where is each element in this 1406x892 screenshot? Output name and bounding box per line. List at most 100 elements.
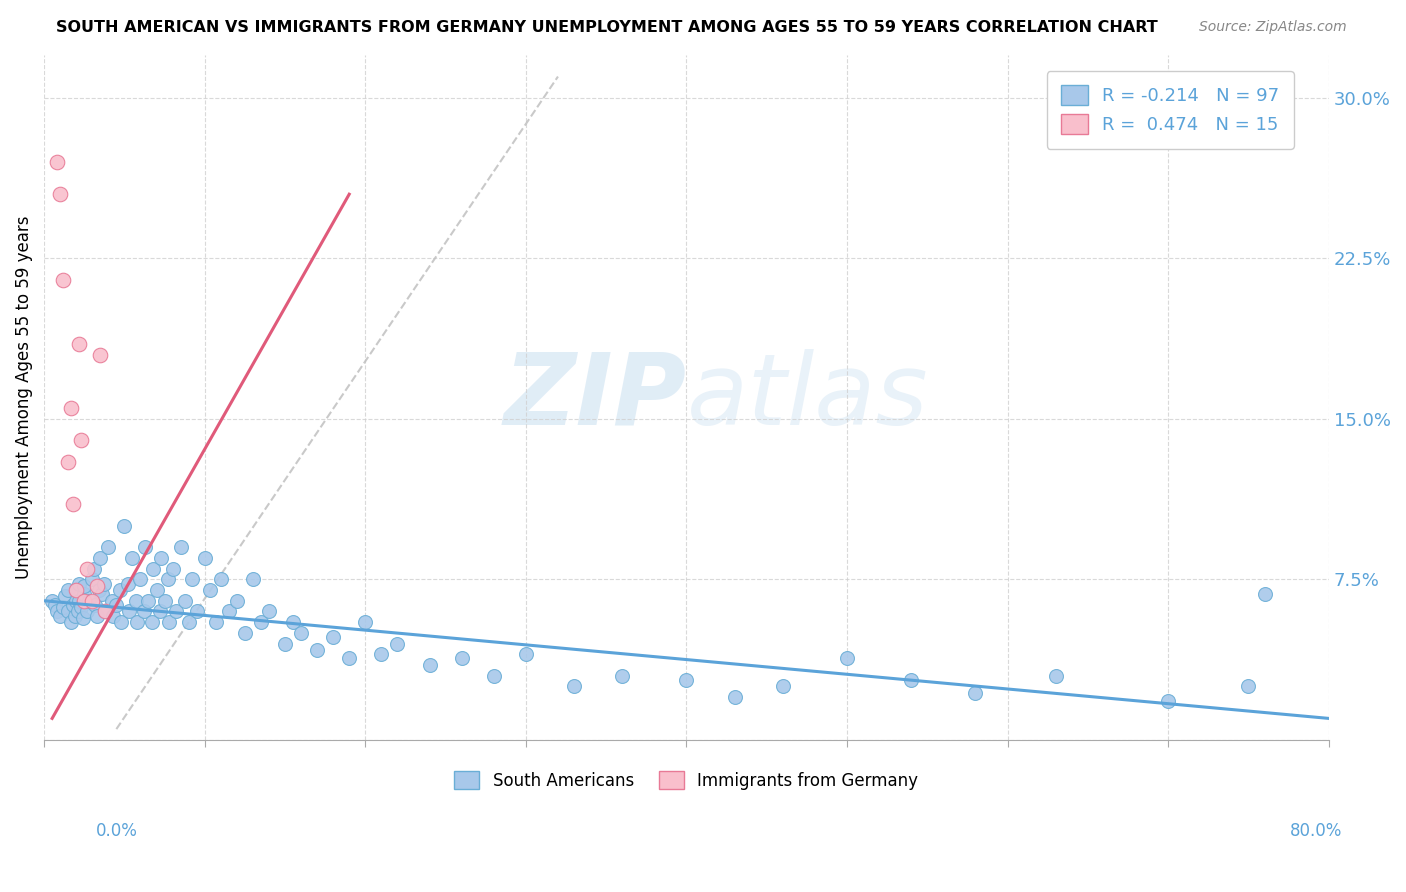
- Point: [162, 561, 184, 575]
- Point: [70, 600, 93, 615]
- Text: SOUTH AMERICAN VS IMMIGRANTS FROM GERMANY UNEMPLOYMENT AMONG AGES 55 TO 59 YEARS: SOUTH AMERICAN VS IMMIGRANTS FROM GERMAN…: [56, 20, 1159, 35]
- Text: 80.0%: 80.0%: [1291, 822, 1343, 840]
- Point: [194, 550, 217, 565]
- Point: [83, 561, 105, 575]
- Point: [562, 679, 585, 693]
- Point: [150, 550, 173, 565]
- Point: [149, 604, 172, 618]
- Point: [198, 582, 221, 597]
- Point: [41, 593, 63, 607]
- Point: [60, 615, 83, 629]
- Point: [65, 593, 87, 607]
- Point: [482, 668, 505, 682]
- Point: [97, 540, 120, 554]
- Point: [117, 576, 139, 591]
- Point: [94, 604, 117, 618]
- Point: [156, 572, 179, 586]
- Point: [138, 593, 160, 607]
- Point: [100, 593, 122, 607]
- Point: [52, 600, 75, 615]
- Point: [82, 572, 104, 586]
- Point: [76, 561, 98, 575]
- Point: [127, 615, 149, 629]
- Point: [93, 576, 115, 591]
- Point: [58, 582, 80, 597]
- Point: [307, 643, 329, 657]
- Point: [49, 608, 72, 623]
- Legend: South Americans, Immigrants from Germany: South Americans, Immigrants from Germany: [449, 764, 925, 797]
- Point: [58, 455, 80, 469]
- Point: [89, 550, 111, 565]
- Point: [1253, 587, 1275, 601]
- Point: [132, 604, 155, 618]
- Point: [242, 572, 264, 586]
- Point: [157, 615, 180, 629]
- Point: [69, 576, 91, 591]
- Point: [141, 615, 163, 629]
- Point: [1157, 694, 1180, 708]
- Text: ZIP: ZIP: [503, 349, 686, 446]
- Point: [772, 679, 794, 693]
- Point: [387, 636, 409, 650]
- Text: atlas: atlas: [686, 349, 928, 446]
- Point: [250, 615, 273, 629]
- Point: [77, 593, 100, 607]
- Text: 0.0%: 0.0%: [96, 822, 138, 840]
- Point: [145, 582, 167, 597]
- Point: [52, 273, 75, 287]
- Point: [94, 604, 117, 618]
- Point: [124, 593, 146, 607]
- Point: [84, 598, 107, 612]
- Point: [60, 401, 83, 416]
- Point: [53, 590, 76, 604]
- Point: [86, 579, 108, 593]
- Point: [58, 604, 80, 618]
- Point: [612, 668, 634, 682]
- Point: [46, 155, 69, 169]
- Point: [177, 615, 200, 629]
- Point: [105, 598, 128, 612]
- Point: [63, 608, 86, 623]
- Point: [370, 647, 392, 661]
- Point: [322, 630, 344, 644]
- Point: [49, 187, 72, 202]
- Point: [233, 625, 256, 640]
- Point: [174, 593, 197, 607]
- Point: [101, 608, 124, 623]
- Y-axis label: Unemployment Among Ages 55 to 59 years: Unemployment Among Ages 55 to 59 years: [15, 216, 32, 579]
- Point: [1237, 679, 1260, 693]
- Point: [723, 690, 745, 704]
- Point: [1045, 668, 1067, 682]
- Point: [337, 651, 360, 665]
- Point: [153, 593, 176, 607]
- Point: [186, 604, 208, 618]
- Point: [72, 611, 94, 625]
- Point: [129, 572, 152, 586]
- Point: [86, 608, 108, 623]
- Point: [90, 587, 112, 601]
- Point: [225, 593, 247, 607]
- Point: [450, 651, 472, 665]
- Point: [110, 615, 132, 629]
- Point: [209, 572, 232, 586]
- Point: [66, 604, 89, 618]
- Point: [82, 593, 104, 607]
- Point: [965, 686, 987, 700]
- Point: [89, 348, 111, 362]
- Text: Source: ZipAtlas.com: Source: ZipAtlas.com: [1199, 20, 1347, 34]
- Point: [515, 647, 537, 661]
- Point: [46, 604, 69, 618]
- Point: [65, 582, 87, 597]
- Point: [218, 604, 240, 618]
- Point: [70, 434, 93, 448]
- Point: [69, 593, 91, 607]
- Point: [62, 498, 84, 512]
- Point: [112, 519, 135, 533]
- Point: [900, 673, 922, 687]
- Point: [76, 604, 98, 618]
- Point: [73, 579, 96, 593]
- Point: [205, 615, 228, 629]
- Point: [73, 593, 96, 607]
- Point: [73, 587, 96, 601]
- Point: [418, 657, 440, 672]
